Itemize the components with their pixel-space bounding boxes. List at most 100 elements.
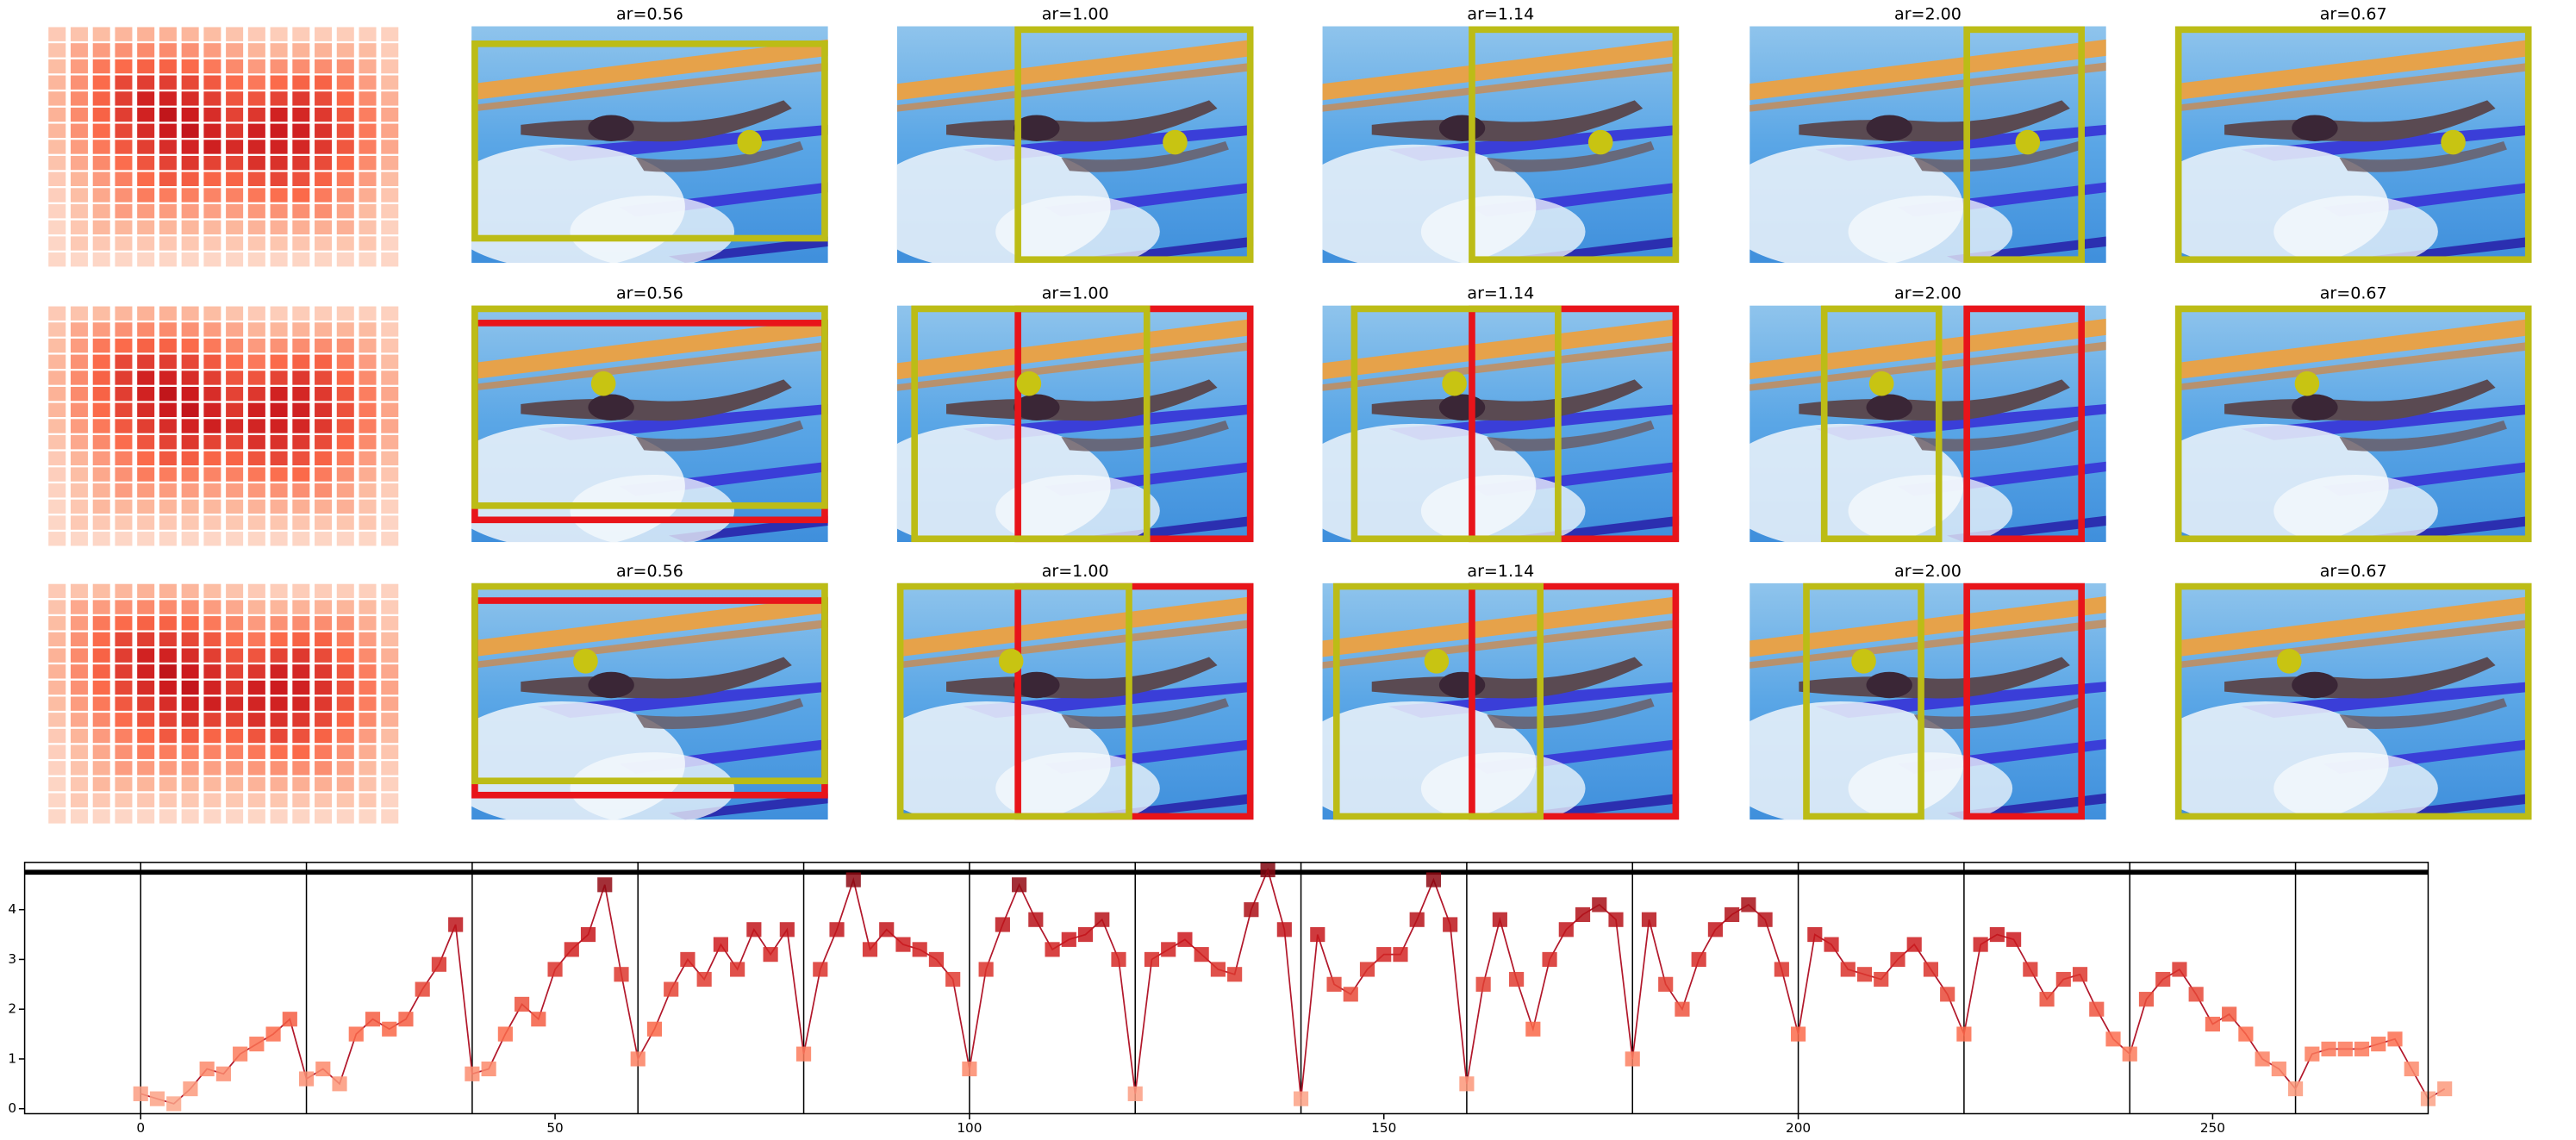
photo: [471, 305, 828, 543]
marker: [2172, 962, 2187, 977]
heatmap-cell: [70, 499, 88, 514]
heatmap-cell: [70, 220, 88, 235]
heatmap-cell: [315, 434, 333, 450]
heatmap-cell: [48, 107, 66, 122]
heatmap-cell: [70, 354, 88, 369]
focus-dot: [1163, 129, 1188, 155]
heatmap-cell: [226, 236, 244, 251]
heatmap-cell: [226, 648, 244, 663]
marker: [995, 917, 1010, 932]
heatmap-cell: [315, 419, 333, 433]
marker: [2023, 962, 2038, 977]
heatmap-cell: [48, 419, 66, 433]
heatmap-cell: [203, 354, 221, 369]
heatmap-cell: [203, 386, 221, 402]
heatmap-cell: [336, 203, 354, 219]
heatmap-cell: [381, 532, 399, 546]
heatmap-cell: [92, 434, 110, 450]
heatmap-cell: [292, 483, 310, 498]
heatmap-cell: [381, 680, 399, 695]
heatmap-cell: [359, 451, 377, 466]
heatmap-cell: [359, 338, 377, 353]
heatmap-cell: [359, 419, 377, 433]
marker: [1890, 951, 1905, 968]
heatmap-cell: [270, 75, 288, 90]
heatmap-cell: [247, 188, 265, 202]
heatmap-cell: [292, 451, 310, 466]
heatmap-cell: [48, 809, 66, 824]
heatmap-cell: [315, 107, 333, 122]
heatmap-cell: [292, 402, 310, 418]
heatmap-cell: [137, 338, 155, 353]
heatmap-cell: [92, 140, 110, 154]
heatmap-cell: [159, 123, 177, 138]
heatmap-cell: [115, 171, 133, 187]
marker: [2222, 1006, 2237, 1022]
heatmap-cell: [115, 252, 133, 267]
heatmap-cell: [315, 451, 333, 466]
marker: [448, 917, 464, 932]
heatmap-cell: [226, 43, 244, 58]
marker: [1061, 931, 1076, 947]
photo: [471, 26, 828, 264]
heatmap-cell: [203, 220, 221, 235]
heatmap-cell: [315, 236, 333, 251]
heatmap-cell: [159, 386, 177, 402]
heatmap-cell: [381, 632, 399, 647]
heatmap-cell: [203, 600, 221, 614]
heatmap-cell: [115, 761, 133, 776]
heatmap-cell: [381, 91, 399, 106]
heatmap-cell: [226, 761, 244, 776]
focus-dot: [573, 649, 598, 674]
heatmap-cell: [92, 776, 110, 792]
heatmap-cell: [336, 713, 354, 727]
heatmap-cell: [203, 532, 221, 546]
marker: [2039, 992, 2055, 1007]
marker: [1326, 976, 1342, 992]
heatmap-cell: [181, 155, 199, 171]
heatmap-cell: [92, 354, 110, 369]
heatmap-cell: [381, 483, 399, 498]
heatmap-cell: [92, 188, 110, 202]
marker: [1359, 962, 1375, 977]
heatmap-cell: [359, 203, 377, 219]
heatmap-cell: [226, 91, 244, 106]
marker: [1741, 897, 1756, 913]
heatmap-cell: [70, 140, 88, 154]
heatmap-cell: [48, 467, 66, 482]
heatmap-cell: [359, 680, 377, 695]
heatmap-cell: [92, 680, 110, 695]
heatmap-cell: [359, 776, 377, 792]
heatmap-cell: [247, 252, 265, 267]
marker: [862, 942, 878, 957]
heatmap-cell: [226, 616, 244, 631]
y-tick-label: 0: [8, 1100, 16, 1116]
heatmap-cell: [381, 140, 399, 154]
marker: [133, 1086, 148, 1101]
heatmap-cell: [292, 107, 310, 122]
marker: [1244, 902, 1259, 918]
heatmap-cell: [159, 220, 177, 235]
heatmap-cell: [70, 306, 88, 321]
panel-title: ar=1.14: [1467, 562, 1534, 581]
heatmap-cell: [48, 354, 66, 369]
heatmap-cell: [181, 59, 199, 74]
heatmap-cell: [159, 419, 177, 433]
heatmap-cell: [292, 793, 310, 807]
heatmap-cell: [92, 648, 110, 663]
heatmap-cell: [381, 499, 399, 514]
heatmap-cell: [92, 155, 110, 171]
heatmap-cell: [270, 252, 288, 267]
heatmap-cell: [381, 467, 399, 482]
heatmap-cell: [48, 27, 66, 41]
heatmap-cell: [70, 728, 88, 744]
heatmap-cell: [181, 696, 199, 711]
heatmap-cell: [226, 75, 244, 90]
heatmap-cell: [181, 467, 199, 482]
marker: [928, 951, 945, 968]
heatmap-cell: [336, 220, 354, 235]
heatmap-cell: [92, 236, 110, 251]
heatmap-cell: [315, 140, 333, 154]
heatmap-cell: [203, 188, 221, 202]
heatmap-cell: [247, 402, 265, 418]
